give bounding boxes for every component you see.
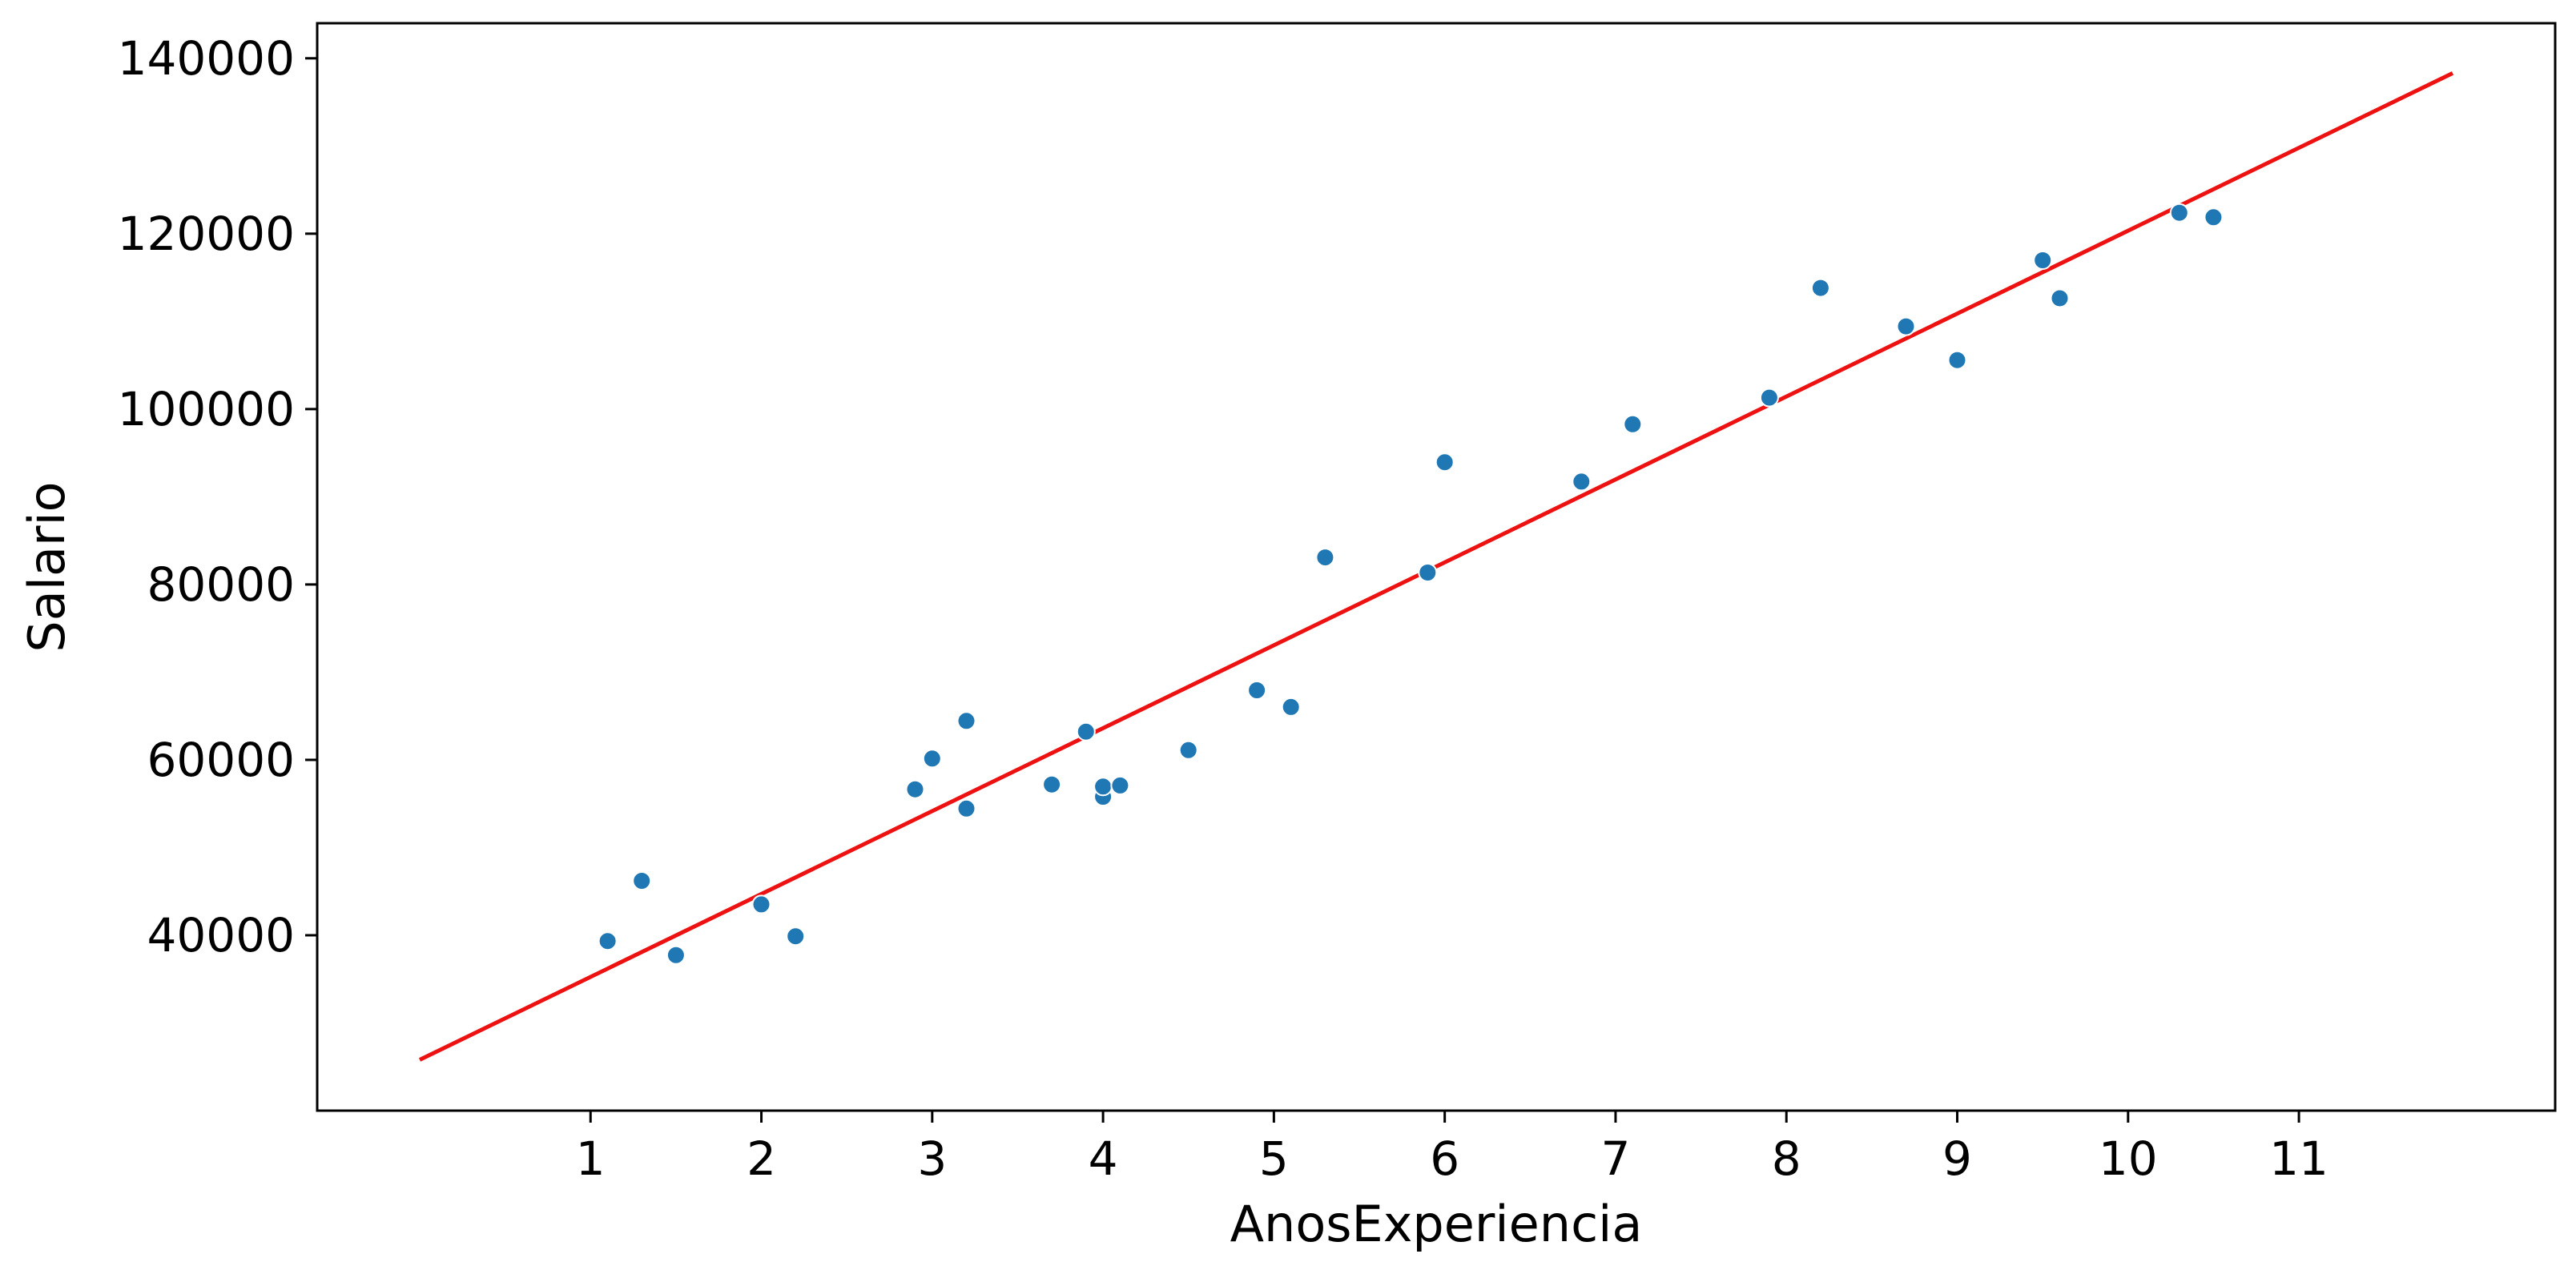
x-tick-label: 4 (1089, 1131, 1118, 1186)
data-point (922, 749, 942, 769)
data-point (786, 926, 806, 946)
data-point (1896, 316, 1916, 336)
data-point (1247, 681, 1267, 700)
data-point (1759, 388, 1779, 408)
data-point (1315, 548, 1335, 568)
x-tick-label: 7 (1600, 1131, 1630, 1186)
data-point (1435, 452, 1455, 472)
data-point (905, 779, 925, 799)
y-tick-label: 100000 (118, 382, 295, 436)
data-point (1947, 350, 1967, 370)
x-axis: 1 2 3 4 5 6 7 8 9 10 11 (576, 1111, 2328, 1186)
x-tick-label: 5 (1259, 1131, 1289, 1186)
x-tick-label: 1 (576, 1131, 606, 1186)
x-tick-label: 10 (2099, 1131, 2158, 1186)
data-point (956, 798, 976, 818)
y-axis-label: Salario (18, 481, 76, 652)
data-point (2204, 207, 2224, 227)
y-tick-label: 80000 (147, 557, 295, 612)
data-point (1093, 777, 1113, 797)
x-tick-label: 9 (1942, 1131, 1972, 1186)
data-point (666, 945, 686, 965)
x-tick-label: 2 (747, 1131, 776, 1186)
x-tick-label: 8 (1772, 1131, 1801, 1186)
plot-area (418, 71, 2454, 1062)
y-tick-label: 40000 (147, 908, 295, 963)
data-point (1810, 278, 1830, 298)
data-point (1076, 721, 1096, 741)
data-point (1623, 414, 1643, 434)
x-axis-label: AnosExperiencia (1230, 1195, 1643, 1253)
data-point (1110, 775, 1130, 795)
data-point (2050, 288, 2070, 308)
plot-frame (316, 22, 2557, 1112)
regression-line (418, 71, 2454, 1062)
data-point (751, 894, 771, 914)
data-point (956, 711, 976, 731)
x-tick-label: 11 (2269, 1131, 2328, 1186)
data-point (1178, 740, 1198, 760)
y-axis: 40000 60000 80000 100000 120000 140000 (118, 31, 317, 963)
data-point (598, 931, 618, 951)
data-point (2033, 251, 2053, 270)
data-point (1572, 472, 1592, 492)
data-point (1281, 697, 1301, 717)
y-tick-label: 140000 (118, 31, 295, 86)
data-point (1418, 563, 1438, 582)
data-point (2169, 203, 2189, 223)
y-tick-label: 60000 (147, 733, 295, 787)
x-tick-label: 6 (1430, 1131, 1459, 1186)
x-tick-label: 3 (917, 1131, 947, 1186)
data-point (1042, 774, 1062, 794)
y-tick-label: 120000 (118, 207, 295, 261)
data-point (632, 871, 652, 890)
